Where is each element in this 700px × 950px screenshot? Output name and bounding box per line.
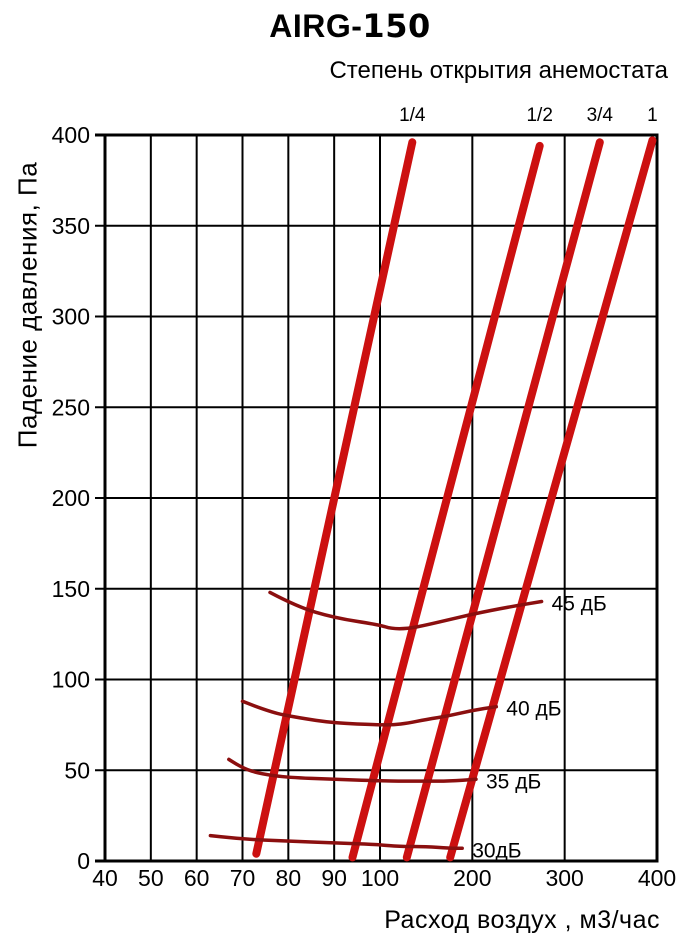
opening-line-label: 1/4 <box>399 105 426 126</box>
opening-line-1-2 <box>348 141 544 862</box>
x-tick-label: 40 <box>92 865 118 891</box>
noise-curve-1 <box>240 699 499 727</box>
opening-line-label: 1/2 <box>526 105 552 126</box>
opening-line-label: 1 <box>647 105 658 126</box>
noise-curve-label: 30дБ <box>472 839 521 862</box>
plot-border <box>103 133 659 863</box>
x-tick-label: 100 <box>361 865 399 891</box>
y-tick-label: 350 <box>52 213 90 239</box>
y-tick-label: 0 <box>77 848 90 874</box>
y-tick-label: 150 <box>52 576 90 602</box>
y-tick-label: 400 <box>52 122 90 148</box>
noise-curve-3 <box>208 833 464 851</box>
x-tick-label: 90 <box>321 865 347 891</box>
y-tick-label: 200 <box>52 485 90 511</box>
y-tick-label: 250 <box>52 394 90 420</box>
x-tick-label: 70 <box>230 865 256 891</box>
opening-line-1 <box>446 136 657 862</box>
x-tick-label: 60 <box>184 865 210 891</box>
y-tick-label: 100 <box>52 667 90 693</box>
noise-curve-0 <box>268 590 544 631</box>
x-tick-label: 50 <box>138 865 164 891</box>
x-axis-title: Расход воздух , м3/час <box>384 906 660 934</box>
noise-curve-2 <box>227 757 478 783</box>
page-title: AIRG-150 <box>0 8 700 44</box>
noise-curve-label: 40 дБ <box>506 698 561 721</box>
noise-curve-label: 45 дБ <box>552 593 607 616</box>
title-model-number: 150 <box>362 7 431 45</box>
y-tick-label: 300 <box>52 304 90 330</box>
y-tick-label: 50 <box>64 757 90 783</box>
x-tick-label: 300 <box>545 865 583 891</box>
opening-degree-subtitle: Степень открытия анемостата <box>329 57 668 84</box>
x-tick-label: 80 <box>276 865 302 891</box>
x-tick-label: 400 <box>638 865 676 891</box>
opening-line-label: 3/4 <box>587 105 614 126</box>
title-series-prefix: AIRG- <box>269 8 363 44</box>
opening-line-3-4 <box>402 138 604 862</box>
opening-line-1-4 <box>252 138 417 858</box>
noise-curve-label: 35 дБ <box>486 770 541 793</box>
x-tick-label: 200 <box>453 865 491 891</box>
